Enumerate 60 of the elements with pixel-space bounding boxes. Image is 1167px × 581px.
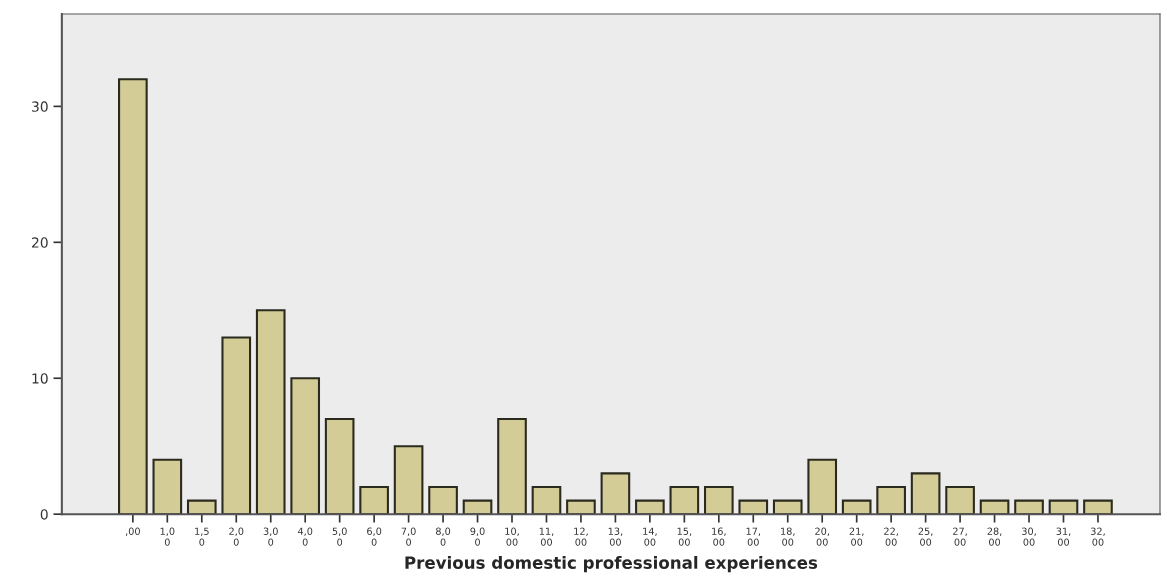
bar	[152, 458, 183, 515]
bar	[772, 499, 803, 515]
y-tick-label: 0	[40, 509, 48, 520]
x-tick-label: 6,0 0	[367, 527, 382, 546]
x-tick-label: 10, 00	[505, 527, 519, 546]
bar	[255, 309, 286, 515]
bar	[669, 485, 700, 515]
x-tick-label: 27, 00	[953, 527, 967, 546]
bar	[393, 445, 424, 515]
x-tick-label: 1,5 0	[195, 527, 209, 546]
x-tick-label: 31, 00	[1056, 527, 1071, 546]
bar	[118, 78, 148, 515]
bar	[566, 499, 596, 515]
x-tick-label: 28, 00	[987, 527, 1002, 546]
y-tick-label: 10	[32, 373, 48, 384]
x-tick-label: 32, 00	[1090, 527, 1105, 546]
bar	[1014, 499, 1044, 515]
x-tick-label: 25, 00	[918, 527, 933, 546]
x-tick-label: 12, 00	[574, 527, 588, 546]
x-tick-label: 22, 00	[884, 527, 898, 546]
x-tick-label: 15, 00	[677, 527, 692, 546]
bar	[910, 472, 941, 515]
bar	[1083, 499, 1113, 515]
bar	[738, 499, 769, 515]
x-tick-label: 11, 00	[539, 527, 554, 546]
x-tick-label: 5,0 0	[332, 527, 347, 546]
bar	[324, 417, 355, 515]
x-tick-label: 20, 00	[815, 527, 829, 546]
x-tick-label: 16, 00	[712, 527, 726, 546]
x-tick-label: 4,0 0	[297, 527, 313, 546]
bar	[635, 499, 665, 515]
bar	[841, 499, 872, 515]
bar	[703, 485, 734, 515]
bar	[807, 458, 838, 515]
bar	[186, 499, 217, 515]
x-tick-label: 30, 00	[1022, 527, 1036, 546]
bar	[428, 485, 458, 515]
bar	[290, 377, 321, 515]
x-tick-label: 9,0 0	[470, 527, 485, 546]
x-axis-title: Previous domestic professional experiences	[405, 556, 818, 573]
y-tick-label: 30	[32, 101, 48, 112]
y-tick-label: 20	[32, 237, 48, 248]
bar	[876, 485, 906, 515]
bar	[600, 472, 631, 515]
x-tick-label: 21, 00	[849, 527, 864, 546]
bar	[497, 417, 527, 515]
bar	[531, 485, 562, 515]
x-tick-label: 3,0 0	[263, 527, 278, 546]
bar	[359, 485, 389, 515]
x-tick-label: 18, 00	[781, 527, 795, 546]
x-tick-label: 14, 00	[643, 527, 657, 546]
x-tick-label: 7,0 0	[401, 527, 416, 546]
x-tick-label: 8,0 0	[435, 527, 451, 546]
x-tick-label: 2,0 0	[229, 527, 244, 546]
bar	[221, 336, 252, 515]
x-tick-label: 1,0 0	[160, 527, 175, 546]
x-tick-label: ,00	[125, 527, 140, 536]
bar	[945, 485, 975, 515]
x-tick-label: 17, 00	[746, 527, 761, 546]
x-tick-label: 13, 00	[608, 527, 623, 546]
